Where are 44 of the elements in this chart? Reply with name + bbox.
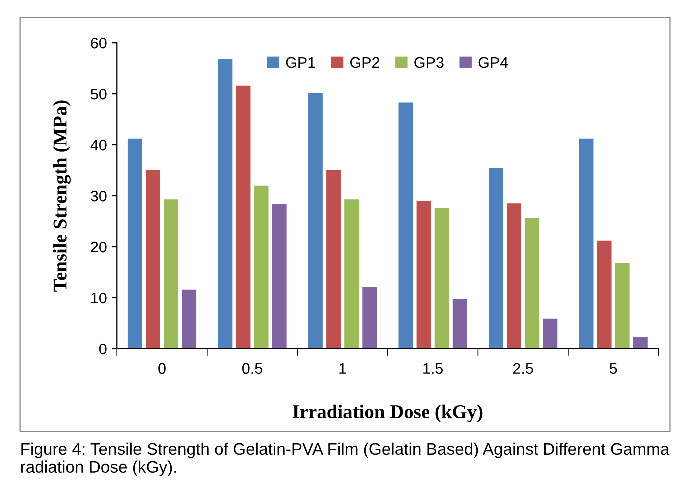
legend-label: GP4: [478, 57, 508, 68]
x-axis-title: Irradiation Dose (kGy): [292, 404, 483, 423]
bar: [398, 102, 414, 349]
bar: [633, 337, 648, 349]
y-tick-label: 30: [90, 190, 107, 202]
x-tick-label: 1: [340, 363, 346, 374]
bar: [416, 201, 432, 349]
bar: [615, 263, 630, 349]
bar: [597, 240, 612, 349]
bar: [525, 218, 540, 349]
x-tick-label: 0: [158, 363, 166, 374]
bar: [272, 204, 287, 349]
y-tick-label: 20: [91, 242, 107, 253]
bar: [182, 290, 197, 349]
bar: [434, 208, 450, 349]
y-tick-label: 60: [91, 38, 107, 49]
x-tick-label: 5: [610, 363, 618, 374]
y-tick-label: 10: [92, 292, 107, 304]
bar: [254, 186, 269, 349]
x-tick-label: 0.5: [242, 363, 262, 374]
bar: [236, 86, 251, 349]
y-tick-label: 0: [100, 344, 107, 355]
bar: [326, 170, 341, 349]
bar: [452, 300, 468, 349]
x-tick-label: 2.5: [513, 363, 534, 374]
bar: [308, 93, 323, 349]
bar: [146, 170, 160, 349]
caption: Figure 4: Tensile Strength of Gelatin-PVA Film (Gelatin Based) Against Different Gamma radiation Dose (kGy).: [21, 442, 670, 476]
bar: [507, 204, 522, 349]
bar: [218, 59, 233, 349]
bar: [128, 138, 142, 349]
y-tick-label: 40: [90, 140, 107, 151]
legend-label: GP3: [414, 57, 444, 68]
y-tick-label: 50: [91, 88, 107, 100]
legend-label: GP1: [286, 57, 316, 68]
bar: [579, 138, 594, 349]
y-axis-title: Tensile Strength (MPa): [53, 100, 71, 292]
bar: [344, 200, 360, 349]
x-tick-label: 1.5: [424, 363, 444, 374]
bar: [489, 168, 504, 349]
bar: [543, 318, 558, 349]
bar: [164, 200, 178, 349]
legend-label: GP2: [350, 57, 380, 68]
bar: [362, 287, 378, 349]
